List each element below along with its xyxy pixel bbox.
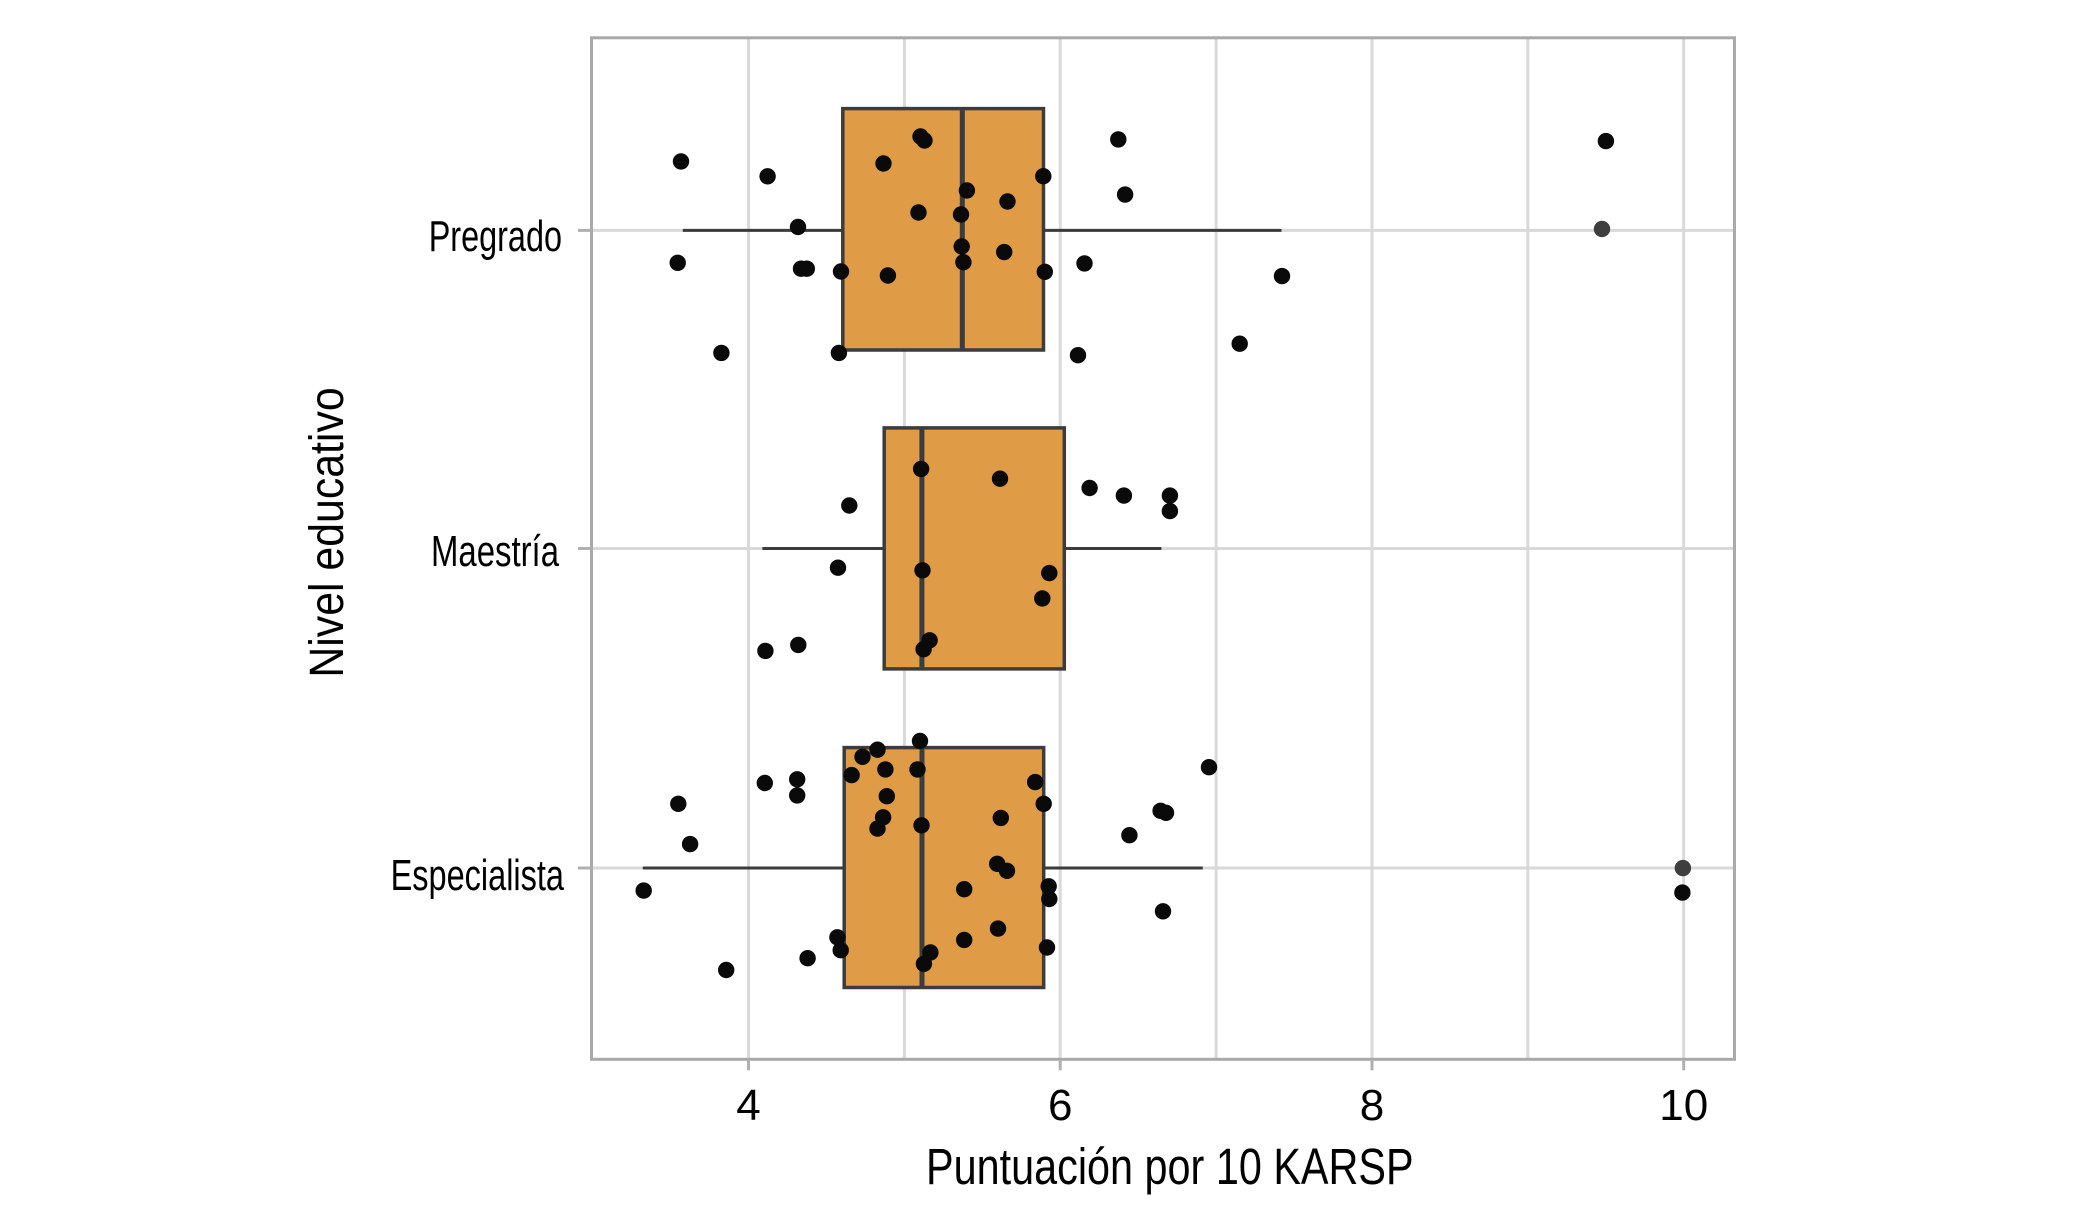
svg-text:Pregrado: Pregrado <box>429 212 562 261</box>
svg-text:Puntuación por 10 KARSP: Puntuación por 10 KARSP <box>926 1138 1414 1195</box>
svg-text:8: 8 <box>1360 1081 1384 1130</box>
svg-text:Especialista: Especialista <box>391 851 565 900</box>
svg-text:Maestría: Maestría <box>431 527 559 576</box>
svg-text:Nivel educativo: Nivel educativo <box>301 387 354 677</box>
svg-text:4: 4 <box>736 1081 760 1130</box>
svg-text:6: 6 <box>1048 1081 1072 1130</box>
svg-text:10: 10 <box>1659 1081 1708 1130</box>
